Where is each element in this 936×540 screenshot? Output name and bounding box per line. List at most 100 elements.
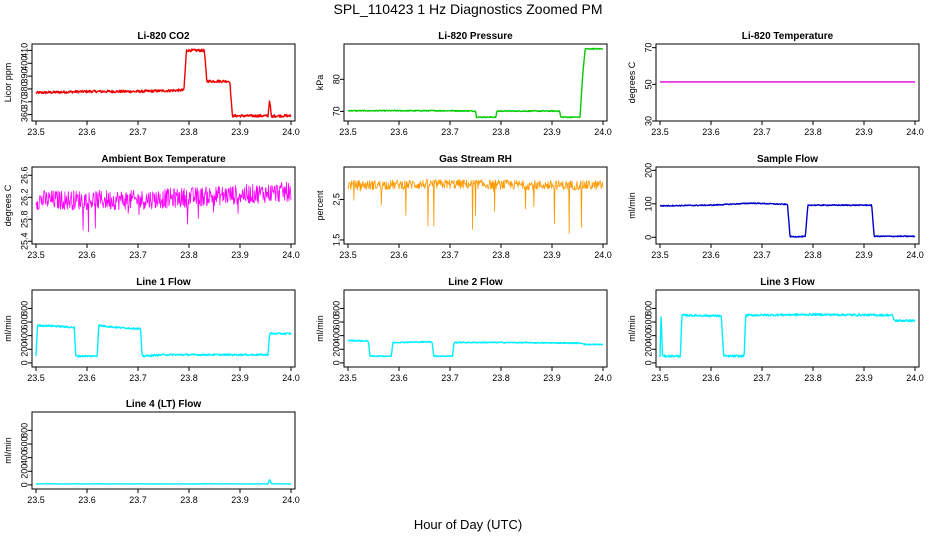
y-tick-label: 0 — [643, 360, 653, 365]
x-tick-label: 23.8 — [804, 373, 822, 383]
y-tick-label: 26.2 — [19, 188, 29, 206]
y-tick-label: 400 — [19, 450, 29, 465]
y-tick-label: 370 — [19, 94, 29, 109]
series-line — [35, 181, 292, 233]
y-axis-label: kPa — [315, 75, 325, 91]
x-tick-label: 24.0 — [282, 127, 300, 137]
x-tick-label: 23.6 — [78, 127, 96, 137]
panel-1: Li-820 CO2 Licor ppm 23.5 23.6 23.7 23.8 23.9 2… — [3, 31, 300, 137]
x-tick-label: 24.0 — [594, 250, 612, 260]
x-tick-label: 23.8 — [180, 127, 198, 137]
x-tick-label: 23.9 — [855, 373, 873, 383]
plot-frame — [343, 43, 608, 122]
y-axis-label: ml/min — [3, 437, 13, 464]
panel-title: Li-820 Temperature — [742, 31, 834, 42]
y-tick-label: 70 — [331, 106, 341, 116]
y-tick-label: 80 — [331, 74, 341, 84]
x-tick-label: 23.7 — [753, 250, 771, 260]
y-tick-label: 100 — [643, 196, 653, 211]
y-tick-label: 2.5 — [331, 193, 341, 206]
x-tick-label: 23.9 — [231, 373, 249, 383]
y-tick-label: 800 — [19, 301, 29, 316]
y-tick-label: 25.8 — [19, 210, 29, 228]
y-axis-label: ml/min — [627, 192, 637, 219]
y-tick-label: 0 — [19, 360, 29, 365]
x-tick-label: 23.8 — [804, 127, 822, 137]
x-tick-label: 23.9 — [231, 250, 249, 260]
x-tick-label: 23.9 — [231, 495, 249, 505]
y-tick-label: 400 — [19, 56, 29, 71]
x-tick-label: 23.6 — [78, 250, 96, 260]
y-tick-label: 800 — [643, 301, 653, 316]
x-tick-label: 23.6 — [78, 495, 96, 505]
panel-5: Gas Stream RH percent 23.5 23.6 23.7 23.8 23.9… — [315, 154, 612, 260]
series-line — [35, 324, 292, 358]
panel-9: Line 3 Flow ml/min 23.5 23.6 23.7 23.8 23.9 24.… — [627, 277, 924, 383]
x-tick-label: 23.7 — [129, 495, 147, 505]
y-tick-label: 400 — [19, 328, 29, 343]
y-tick-label: 410 — [19, 43, 29, 58]
x-tick-label: 23.6 — [702, 373, 720, 383]
x-tick-label: 23.9 — [543, 373, 561, 383]
panel-title: Gas Stream RH — [439, 154, 512, 165]
plot-frame — [655, 43, 920, 122]
x-tick-label: 23.6 — [78, 373, 96, 383]
x-tick-label: 23.5 — [27, 495, 45, 505]
x-tick-label: 23.9 — [855, 127, 873, 137]
x-tick-label: 23.5 — [27, 250, 45, 260]
y-axis-label: percent — [315, 190, 325, 221]
plot-frame — [655, 166, 920, 245]
panel-7: Line 1 Flow ml/min 23.5 23.6 23.7 23.8 23.9 24.… — [3, 277, 300, 383]
series-line — [347, 179, 604, 234]
panel-2: Li-820 Pressure kPa 23.5 23.6 23.7 23.8 23.9 24… — [315, 31, 612, 137]
y-tick-label: 0 — [331, 360, 341, 365]
x-tick-label: 23.5 — [339, 250, 357, 260]
y-tick-label: 70 — [643, 43, 653, 53]
page-title: SPL_110423 1 Hz Diagnostics Zoomed PM — [333, 1, 603, 17]
y-axis-label: ml/min — [3, 315, 13, 342]
x-tick-label: 24.0 — [282, 250, 300, 260]
panel-title: Li-820 Pressure — [438, 31, 513, 42]
y-tick-label: 30 — [643, 116, 653, 126]
x-tick-label: 23.9 — [543, 127, 561, 137]
x-tick-label: 23.8 — [180, 373, 198, 383]
x-tick-label: 23.5 — [651, 250, 669, 260]
y-tick-label: 200 — [19, 342, 29, 357]
series-line — [35, 48, 292, 118]
x-tick-label: 23.7 — [753, 127, 771, 137]
panel-title: Ambient Box Temperature — [101, 154, 226, 165]
x-tick-label: 23.7 — [753, 373, 771, 383]
y-tick-label: 200 — [331, 342, 341, 357]
panel-title: Li-820 CO2 — [137, 31, 190, 42]
plot-frame — [31, 166, 296, 245]
x-tick-label: 24.0 — [594, 127, 612, 137]
y-tick-label: 50 — [643, 79, 653, 89]
x-tick-label: 24.0 — [282, 495, 300, 505]
panel-8: Line 2 Flow ml/min 23.5 23.6 23.7 23.8 23.9 24.… — [315, 277, 612, 383]
panel-title: Sample Flow — [757, 154, 818, 165]
plot-frame — [655, 289, 920, 368]
plot-frame — [31, 289, 296, 368]
y-tick-label: 360 — [19, 107, 29, 122]
x-tick-label: 23.7 — [129, 250, 147, 260]
x-tick-label: 23.9 — [543, 250, 561, 260]
plot-frame — [31, 43, 296, 122]
y-tick-label: 390 — [19, 69, 29, 84]
y-tick-label: 200 — [643, 342, 653, 357]
y-axis-label: degrees C — [3, 184, 13, 226]
y-axis-label: Licor ppm — [3, 63, 13, 103]
y-tick-label: 200 — [643, 163, 653, 178]
x-tick-label: 23.6 — [390, 373, 408, 383]
x-tick-label: 23.5 — [27, 373, 45, 383]
x-tick-label: 24.0 — [594, 373, 612, 383]
y-tick-label: 600 — [331, 315, 341, 330]
y-tick-label: 25.4 — [19, 232, 29, 250]
x-tick-label: 23.5 — [339, 373, 357, 383]
panel-4: Ambient Box Temperature degrees C 23.5 23.6… — [3, 154, 300, 260]
x-axis-label: Hour of Day (UTC) — [413, 517, 523, 532]
x-tick-label: 23.5 — [651, 373, 669, 383]
y-axis-label: ml/min — [627, 315, 637, 342]
plot-frame — [31, 411, 296, 490]
y-tick-label: 800 — [19, 423, 29, 438]
panel-title: Line 3 Flow — [760, 277, 815, 288]
